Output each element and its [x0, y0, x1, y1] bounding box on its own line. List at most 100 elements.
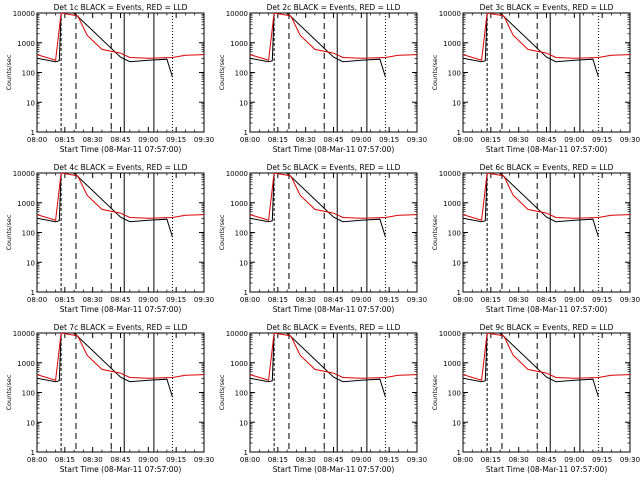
y-tick-label: 100: [448, 70, 461, 78]
x-tick-label: 09:00: [138, 136, 158, 144]
panel-title: Det 7c BLACK = Events, RED = LLD: [54, 323, 188, 332]
x-tick-label: 08:45: [536, 136, 556, 144]
y-tick-label: 1: [457, 449, 461, 457]
series-line: [463, 173, 630, 221]
x-tick-label: 08:30: [83, 136, 103, 144]
x-tick-label: 08:45: [323, 136, 343, 144]
series-line: [463, 13, 599, 78]
x-tick-label: 09:30: [194, 296, 214, 304]
series-line: [250, 173, 386, 238]
x-tick-label: 08:45: [323, 296, 343, 304]
y-tick-label: 10: [452, 99, 461, 107]
x-axis-label: Start Time (08-Mar-11 07:57:00): [486, 305, 608, 314]
x-tick-label: 08:30: [509, 136, 529, 144]
series-line: [37, 13, 204, 61]
x-tick-label: 09:15: [592, 296, 612, 304]
x-tick-label: 08:00: [453, 136, 473, 144]
x-tick-label: 08:45: [323, 456, 343, 464]
panel: 1 10 100 1000 10000 08:00 08:15 08:30 08:45 09:00…: [5, 163, 214, 314]
panel-title: Det 1c BLACK = Events, RED = LLD: [54, 3, 188, 12]
x-tick-label: 09:30: [194, 136, 214, 144]
x-tick-label: 09:00: [138, 296, 158, 304]
x-tick-label: 08:15: [268, 136, 288, 144]
x-tick-label: 09:00: [138, 456, 158, 464]
x-tick-label: 09:30: [620, 296, 640, 304]
y-tick-label: 1: [31, 449, 35, 457]
y-tick-label: 100: [235, 230, 248, 238]
y-tick-label: 10000: [13, 330, 35, 338]
panel-title: Det 6c BLACK = Events, RED = LLD: [480, 163, 614, 172]
x-axis-label: Start Time (08-Mar-11 07:57:00): [60, 465, 182, 474]
x-axis-label: Start Time (08-Mar-11 07:57:00): [273, 145, 395, 154]
series-line: [37, 173, 173, 238]
x-tick-label: 08:45: [110, 456, 130, 464]
y-tick-label: 1: [31, 129, 35, 137]
y-tick-label: 10000: [226, 10, 248, 18]
y-axis-label: Counts/sec: [218, 374, 226, 410]
x-tick-label: 08:15: [268, 456, 288, 464]
x-tick-label: 08:30: [83, 296, 103, 304]
y-tick-label: 1000: [17, 200, 35, 208]
x-tick-label: 08:30: [296, 456, 316, 464]
x-tick-label: 08:45: [110, 136, 130, 144]
x-axis-label: Start Time (08-Mar-11 07:57:00): [60, 145, 182, 154]
x-tick-label: 09:15: [166, 296, 186, 304]
series-line: [463, 173, 599, 238]
x-axis-label: Start Time (08-Mar-11 07:57:00): [273, 465, 395, 474]
x-tick-label: 08:00: [27, 456, 47, 464]
series-line: [463, 333, 630, 381]
x-tick-label: 09:30: [194, 456, 214, 464]
plot-frame: [249, 172, 418, 293]
x-tick-label: 09:00: [351, 136, 371, 144]
y-tick-label: 1000: [17, 360, 35, 368]
y-axis-label: Counts/sec: [218, 54, 226, 90]
x-tick-label: 09:30: [620, 136, 640, 144]
plot-frame: [249, 332, 418, 453]
y-tick-label: 10: [239, 99, 248, 107]
x-tick-label: 09:15: [379, 136, 399, 144]
x-tick-label: 09:00: [351, 296, 371, 304]
panel-title: Det 5c BLACK = Events, RED = LLD: [267, 163, 401, 172]
x-tick-label: 09:15: [592, 136, 612, 144]
series-line: [250, 333, 417, 381]
y-tick-label: 10: [26, 259, 35, 267]
series-line: [37, 333, 204, 381]
y-axis-label: Counts/sec: [5, 374, 13, 410]
y-axis-label: Counts/sec: [218, 214, 226, 250]
y-tick-label: 100: [448, 390, 461, 398]
x-tick-label: 09:15: [379, 456, 399, 464]
y-tick-label: 1: [244, 129, 248, 137]
y-tick-label: 10000: [439, 170, 461, 178]
x-tick-label: 09:30: [407, 456, 427, 464]
y-tick-label: 10000: [439, 10, 461, 18]
x-tick-label: 08:30: [509, 456, 529, 464]
x-tick-label: 08:00: [453, 296, 473, 304]
panel-title: Det 3c BLACK = Events, RED = LLD: [480, 3, 614, 12]
plot-frame: [462, 332, 631, 453]
x-tick-label: 08:15: [55, 296, 75, 304]
y-tick-label: 1000: [443, 360, 461, 368]
y-tick-label: 1: [457, 129, 461, 137]
panel: 1 10 100 1000 10000 08:00 08:15 08:30 08:45 09:00…: [218, 323, 427, 474]
series-line: [37, 333, 173, 398]
y-tick-label: 10: [452, 259, 461, 267]
y-tick-label: 100: [22, 390, 35, 398]
panel: 1 10 100 1000 10000 08:00 08:15 08:30 08:45 09:00…: [218, 3, 427, 154]
panel: 1 10 100 1000 10000 08:00 08:15 08:30 08:45 09:00…: [431, 3, 640, 154]
y-tick-label: 1000: [230, 200, 248, 208]
x-tick-label: 08:00: [27, 296, 47, 304]
y-tick-label: 1000: [230, 360, 248, 368]
x-tick-label: 09:15: [166, 456, 186, 464]
series-line: [250, 13, 386, 78]
x-tick-label: 09:00: [351, 456, 371, 464]
x-tick-label: 09:00: [564, 136, 584, 144]
y-axis-label: Counts/sec: [5, 54, 13, 90]
x-tick-label: 08:45: [536, 456, 556, 464]
series-line: [37, 13, 173, 78]
series-line: [463, 333, 599, 398]
y-tick-label: 1000: [230, 40, 248, 48]
x-tick-label: 09:00: [564, 456, 584, 464]
x-axis-label: Start Time (08-Mar-11 07:57:00): [486, 145, 608, 154]
